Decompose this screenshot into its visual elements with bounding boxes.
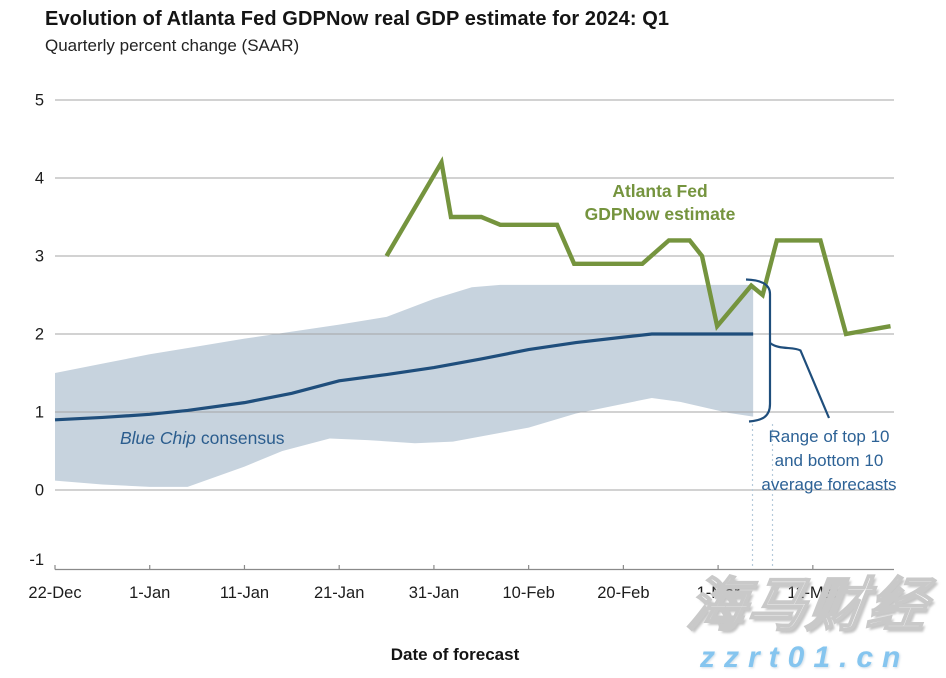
range-annotation: Range of top 10 and bottom 10 average fo… [746,425,912,497]
gdpnow-annotation-line2: GDPNow estimate [584,204,736,224]
y-tick-label-0: 0 [35,482,44,500]
range-leader-line [769,342,831,419]
y-tick-label-3: 3 [35,248,44,266]
blue-chip-annotation-italic: Blue Chip [120,428,196,448]
blue-chip-consensus-line [54,332,754,422]
forecast-range-band [55,284,754,487]
gdpnow-annotation-line1: Atlanta Fed [612,181,708,201]
y-tick-label-2: 2 [35,326,44,344]
x-tick-label-11-Jan: 11-Jan [220,584,269,602]
chart-title: Evolution of Atlanta Fed GDPNow real GDP… [45,8,670,30]
y-tick-label-4: 4 [35,170,44,188]
x-tick-label-20-Feb: 20-Feb [597,584,649,602]
range-annotation-line2: and bottom 10 [774,451,884,470]
y-tick-label-5: 5 [35,92,44,110]
watermark-cjk-text: 海马财经 [683,572,934,639]
gdpnow-annotation: Atlanta Fed GDPNow estimate [548,180,772,226]
x-tick-label-1-Jan: 1-Jan [129,584,170,602]
blue-chip-annotation: Blue Chip consensus [120,428,285,449]
y-tick-label-1: 1 [35,404,44,422]
x-tick-label-10-Feb: 10-Feb [503,584,555,602]
x-axis-title: Date of forecast [390,645,520,664]
x-tick-label-22-Dec: 22-Dec [28,584,81,602]
y-tick-label--1: -1 [29,551,44,569]
blue-chip-annotation-regular: consensus [200,428,285,448]
x-tick-label-11-Mar: 11-Mar [787,584,839,602]
range-brace [745,278,772,423]
x-tick-label-21-Jan: 21-Jan [314,584,364,602]
atlanta-fed-gdpnow-estimate-line [384,156,891,337]
range-annotation-line1: Range of top 10 [768,427,890,446]
x-tick-label-31-Jan: 31-Jan [409,584,459,602]
x-tick-label-1-Mar: 1-Mar [697,584,741,602]
range-annotation-line3: average forecasts [761,475,897,494]
chart-subtitle: Quarterly percent change (SAAR) [45,36,300,55]
watermark-url-text: zzrt01.cn [700,641,910,674]
